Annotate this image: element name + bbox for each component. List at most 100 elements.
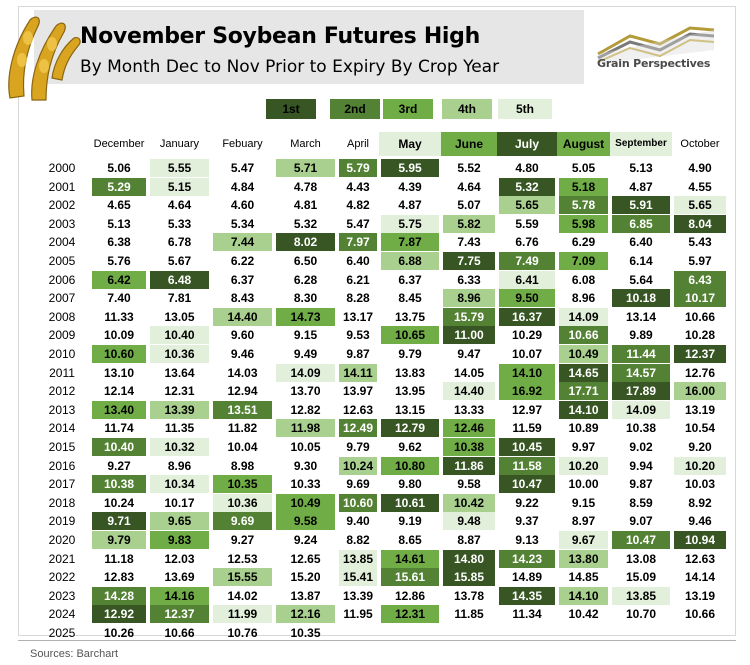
price-cell: 9.94 [629, 458, 653, 473]
price-cell: 9.19 [398, 514, 422, 529]
year-label: 2010 [48, 347, 76, 361]
price-cell: 5.82 [443, 214, 495, 233]
price-cell: 12.63 [342, 402, 374, 417]
price-cell: 5.47 [346, 216, 370, 231]
price-cell: 8.04 [674, 214, 726, 233]
price-cell: 5.95 [381, 159, 439, 177]
month-header: August [557, 132, 610, 156]
price-cell: 5.76 [107, 254, 131, 268]
price-cell: 9.15 [571, 495, 596, 510]
price-cell: 13.87 [290, 588, 321, 603]
legend-rank-3: 3rd [383, 99, 433, 119]
price-cell: 9.58 [276, 512, 335, 531]
price-cell: 8.02 [276, 233, 335, 252]
price-cell: 11.58 [499, 456, 555, 475]
price-cell: 15.85 [443, 568, 495, 587]
price-cell: 9.22 [515, 495, 539, 510]
figure-frame [18, 6, 736, 636]
year-label: 2011 [49, 365, 75, 380]
price-cell: 13.17 [342, 309, 374, 324]
price-cell: 10.35 [290, 626, 321, 640]
price-cell: 10.38 [443, 438, 495, 456]
year-label: 2020 [48, 533, 76, 547]
price-cell: 16.00 [674, 382, 726, 401]
price-cell: 9.40 [346, 514, 370, 529]
price-cell: 4.65 [107, 198, 131, 213]
price-cell: 17.89 [612, 382, 670, 401]
price-cell: 11.86 [443, 456, 495, 475]
price-cell: 9.47 [457, 347, 481, 361]
year-label: 2015 [48, 440, 76, 454]
price-cell: 12.03 [164, 551, 195, 566]
price-cell: 14.23 [499, 549, 555, 568]
price-cell: 12.94 [227, 384, 258, 399]
price-cell: 7.43 [457, 235, 481, 250]
price-cell: 10.40 [92, 438, 146, 456]
price-cell: 10.40 [150, 326, 209, 345]
price-cell: 11.44 [612, 345, 670, 363]
price-cell: 9.02 [629, 440, 653, 454]
price-cell: 9.53 [346, 328, 370, 343]
price-cell: 5.06 [107, 161, 131, 175]
price-cell: 9.87 [346, 347, 370, 361]
price-cell: 13.75 [394, 309, 426, 324]
price-cell: 6.28 [293, 272, 318, 287]
price-cell: 9.49 [293, 347, 318, 361]
price-cell: 8.98 [230, 458, 255, 473]
price-cell: 4.78 [293, 179, 318, 194]
price-cell: 5.34 [230, 216, 255, 231]
price-cell: 10.17 [164, 495, 195, 510]
price-cell: 10.66 [684, 309, 716, 324]
price-cell: 5.18 [559, 177, 608, 196]
price-cell: 6.78 [167, 235, 192, 250]
price-cell: 12.63 [684, 551, 716, 566]
price-cell: 10.03 [684, 477, 716, 492]
price-cell: 6.40 [346, 254, 370, 268]
price-cell: 9.83 [150, 531, 209, 549]
price-cell: 6.21 [346, 272, 370, 287]
price-cell: 8.28 [346, 291, 370, 306]
price-cell: 12.16 [276, 605, 335, 624]
price-cell: 10.04 [227, 440, 258, 454]
price-cell: 5.91 [612, 196, 670, 215]
price-cell: 14.03 [227, 365, 258, 380]
price-cell: 12.37 [674, 345, 726, 363]
price-cell: 9.27 [230, 533, 255, 547]
price-cell: 13.15 [394, 402, 426, 417]
price-cell: 11.98 [276, 419, 335, 438]
price-cell: 9.71 [92, 512, 146, 531]
price-cell: 8.43 [230, 291, 255, 306]
price-cell: 6.37 [398, 272, 422, 287]
month-header: January [159, 138, 200, 150]
price-cell: 10.45 [499, 438, 555, 456]
price-cell: 13.19 [684, 402, 716, 417]
year-label: 2009 [48, 328, 76, 343]
month-header: July [497, 132, 557, 156]
price-cell: 10.35 [213, 475, 272, 494]
year-label: 2006 [48, 272, 76, 287]
price-cell: 12.79 [381, 419, 439, 438]
price-cell: 5.79 [339, 159, 377, 177]
price-cell: 10.26 [103, 626, 135, 640]
price-cell: 15.79 [443, 307, 495, 326]
price-cell: 8.65 [398, 533, 422, 547]
price-cell: 13.39 [342, 588, 374, 603]
price-cell: 5.13 [629, 161, 653, 175]
soybean-pod-icon [8, 16, 81, 101]
price-cell: 8.59 [629, 495, 653, 510]
price-cell: 11.33 [104, 309, 134, 324]
price-cell: 14.02 [227, 588, 258, 603]
month-header: May [379, 132, 441, 156]
footer-divider [18, 640, 736, 641]
price-cell: 14.35 [499, 586, 555, 605]
year-label: 2017 [48, 477, 76, 492]
price-cell: 11.95 [343, 607, 373, 622]
price-cell: 5.33 [167, 216, 192, 231]
year-label: 2002 [48, 198, 76, 213]
price-cell: 13.33 [453, 402, 485, 417]
legend-rank-1: 1st [266, 99, 316, 119]
price-cell: 13.05 [164, 309, 195, 324]
price-cell: 9.80 [398, 477, 422, 492]
price-cell: 6.85 [612, 214, 670, 233]
price-cell: 9.24 [293, 533, 318, 547]
